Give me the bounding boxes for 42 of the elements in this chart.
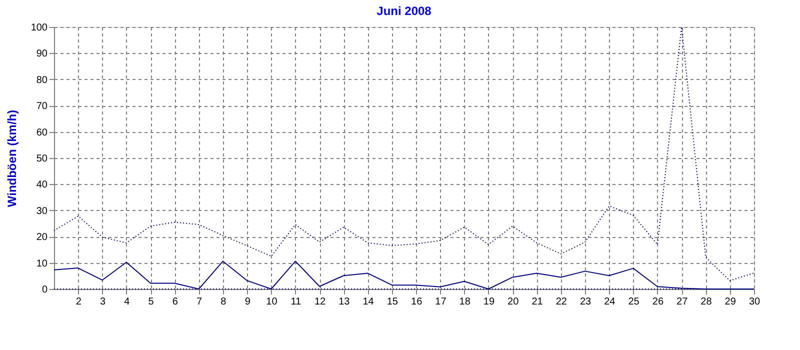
x-tick-label: 29 [724, 296, 736, 308]
x-tick-label: 25 [628, 296, 640, 308]
y-tick-label: 40 [36, 180, 48, 191]
x-tick-label: 7 [196, 296, 203, 308]
chart-title: Juni 2008 [376, 4, 432, 18]
x-tick-label: 14 [362, 296, 374, 308]
x-tick-label: 17 [435, 296, 447, 308]
x-tick-label: 30 [748, 296, 760, 308]
x-tick-label: 23 [580, 296, 592, 308]
x-tick-label: 2 [76, 296, 82, 308]
y-tick-label: 0 [42, 284, 48, 296]
x-tick-label: 4 [124, 296, 130, 308]
x-tick-label: 5 [148, 296, 154, 308]
y-tick-label: 30 [36, 206, 48, 217]
y-tick-label: 50 [36, 154, 48, 164]
x-tick-label: 9 [244, 296, 251, 308]
x-tick-label: 15 [386, 296, 398, 308]
x-tick-label: 21 [532, 296, 544, 308]
x-tick-label: 11 [290, 296, 302, 308]
x-tick-label: 27 [676, 296, 688, 308]
x-tick-label: 28 [700, 296, 712, 308]
y-tick-label: 80 [36, 74, 48, 86]
x-tick-label: 26 [652, 296, 664, 308]
x-tick-label: 18 [459, 296, 471, 308]
x-tick-label: 13 [338, 296, 350, 308]
y-axis-title: Windböen (km/h) [4, 110, 19, 208]
x-tick-label: 6 [172, 296, 178, 308]
y-tick-label: 100 [30, 22, 48, 34]
x-tick-label: 19 [483, 296, 495, 308]
y-tick-label: 10 [36, 258, 48, 270]
y-tick-label: 60 [36, 127, 48, 138]
x-tick-label: 3 [100, 296, 106, 308]
x-tick-label: 12 [314, 296, 326, 308]
x-tick-label: 16 [411, 296, 423, 308]
y-tick-label: 90 [36, 48, 48, 60]
x-tick-label: 8 [220, 296, 227, 308]
y-tick-label: 20 [36, 232, 48, 244]
x-tick-label: 20 [508, 296, 520, 308]
x-tick-label: 10 [266, 296, 278, 308]
x-tick-label: 24 [604, 296, 616, 308]
y-tick-label: 70 [36, 101, 48, 112]
x-tick-label: 22 [556, 296, 568, 308]
